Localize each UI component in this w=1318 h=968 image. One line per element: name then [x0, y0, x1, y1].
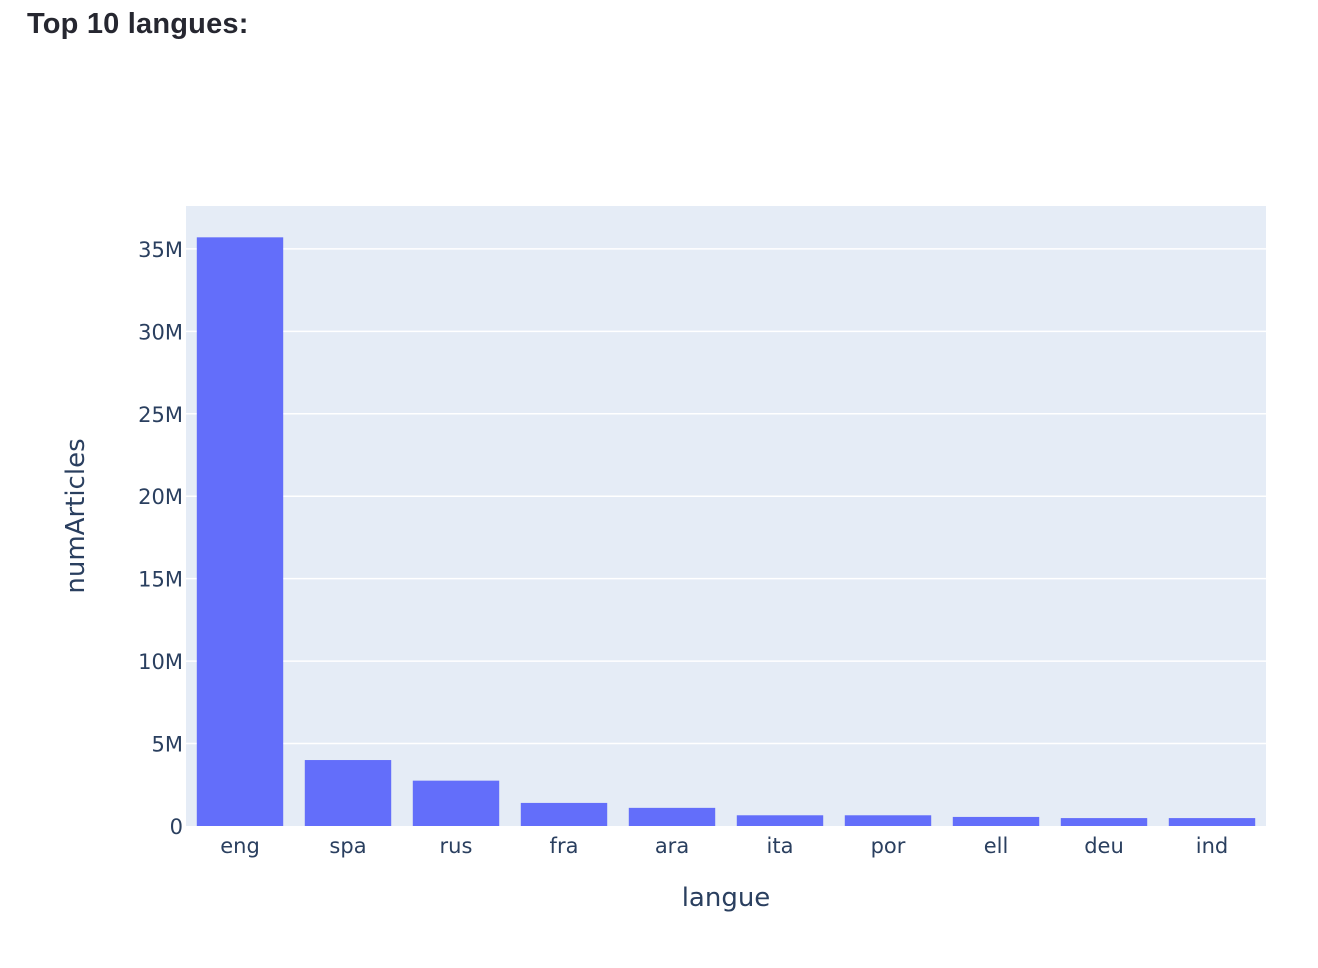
gridlines: [186, 248, 1266, 745]
y-tick-label: 25M: [138, 403, 183, 427]
y-tick-label: 15M: [138, 568, 183, 592]
x-tick-label: por: [871, 834, 906, 858]
bar-eng[interactable]: [196, 237, 284, 827]
x-tick-label: rus: [440, 834, 473, 858]
y-axis-title: numArticles: [61, 438, 91, 593]
x-tick-label: ara: [655, 834, 689, 858]
x-axis-title: langue: [682, 883, 771, 913]
x-tick-label: eng: [220, 834, 260, 858]
x-tick-label: ita: [767, 834, 794, 858]
bar-ita[interactable]: [736, 815, 824, 826]
bars: [196, 237, 1256, 827]
bar-spa[interactable]: [304, 760, 392, 826]
x-tick-label: ell: [984, 834, 1009, 858]
bar-por[interactable]: [844, 815, 932, 826]
y-tick-label: 10M: [138, 650, 183, 674]
y-tick-label: 30M: [138, 320, 183, 344]
page-heading: Top 10 langues:: [27, 8, 249, 40]
bar-fra[interactable]: [520, 802, 608, 826]
x-axis-ticks: eng spa rus fra ara ita por ell deu ind: [220, 834, 1228, 858]
x-tick-label: ind: [1196, 834, 1228, 858]
y-axis-ticks: 0 5M 10M 15M 20M 25M 30M 35M: [138, 238, 183, 839]
y-tick-label: 20M: [138, 485, 183, 509]
bar-ind[interactable]: [1168, 818, 1256, 826]
x-tick-label: deu: [1084, 834, 1124, 858]
bar-ell[interactable]: [952, 816, 1040, 826]
bar-ara[interactable]: [628, 807, 716, 826]
bar-rus[interactable]: [412, 780, 500, 826]
x-tick-label: fra: [550, 834, 579, 858]
plot-area: [186, 206, 1266, 826]
y-tick-label: 5M: [152, 733, 183, 757]
y-tick-label: 0: [170, 815, 183, 839]
y-tick-label: 35M: [138, 238, 183, 262]
bar-deu[interactable]: [1060, 818, 1148, 826]
x-tick-label: spa: [329, 834, 366, 858]
